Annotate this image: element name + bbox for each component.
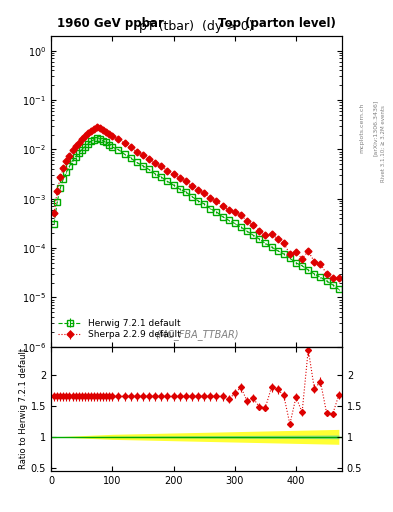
Title: pT (tbar)  (dy > 0): pT (tbar) (dy > 0) — [139, 20, 254, 33]
Y-axis label: Ratio to Herwig 7.2.1 default: Ratio to Herwig 7.2.1 default — [19, 348, 28, 470]
Text: mcplots.cern.ch: mcplots.cern.ch — [359, 103, 364, 153]
Legend: Herwig 7.2.1 default, Sherpa 2.2.9 default: Herwig 7.2.1 default, Sherpa 2.2.9 defau… — [55, 316, 184, 342]
Text: (MC_FBA_TTBAR): (MC_FBA_TTBAR) — [155, 330, 238, 340]
Text: [arXiv:1306.3436]: [arXiv:1306.3436] — [373, 100, 378, 156]
Text: Rivet 3.1.10; ≥ 3.2M events: Rivet 3.1.10; ≥ 3.2M events — [381, 105, 386, 182]
Text: 1960 GeV ppbar: 1960 GeV ppbar — [57, 16, 164, 30]
Text: Top (parton level): Top (parton level) — [218, 16, 336, 30]
